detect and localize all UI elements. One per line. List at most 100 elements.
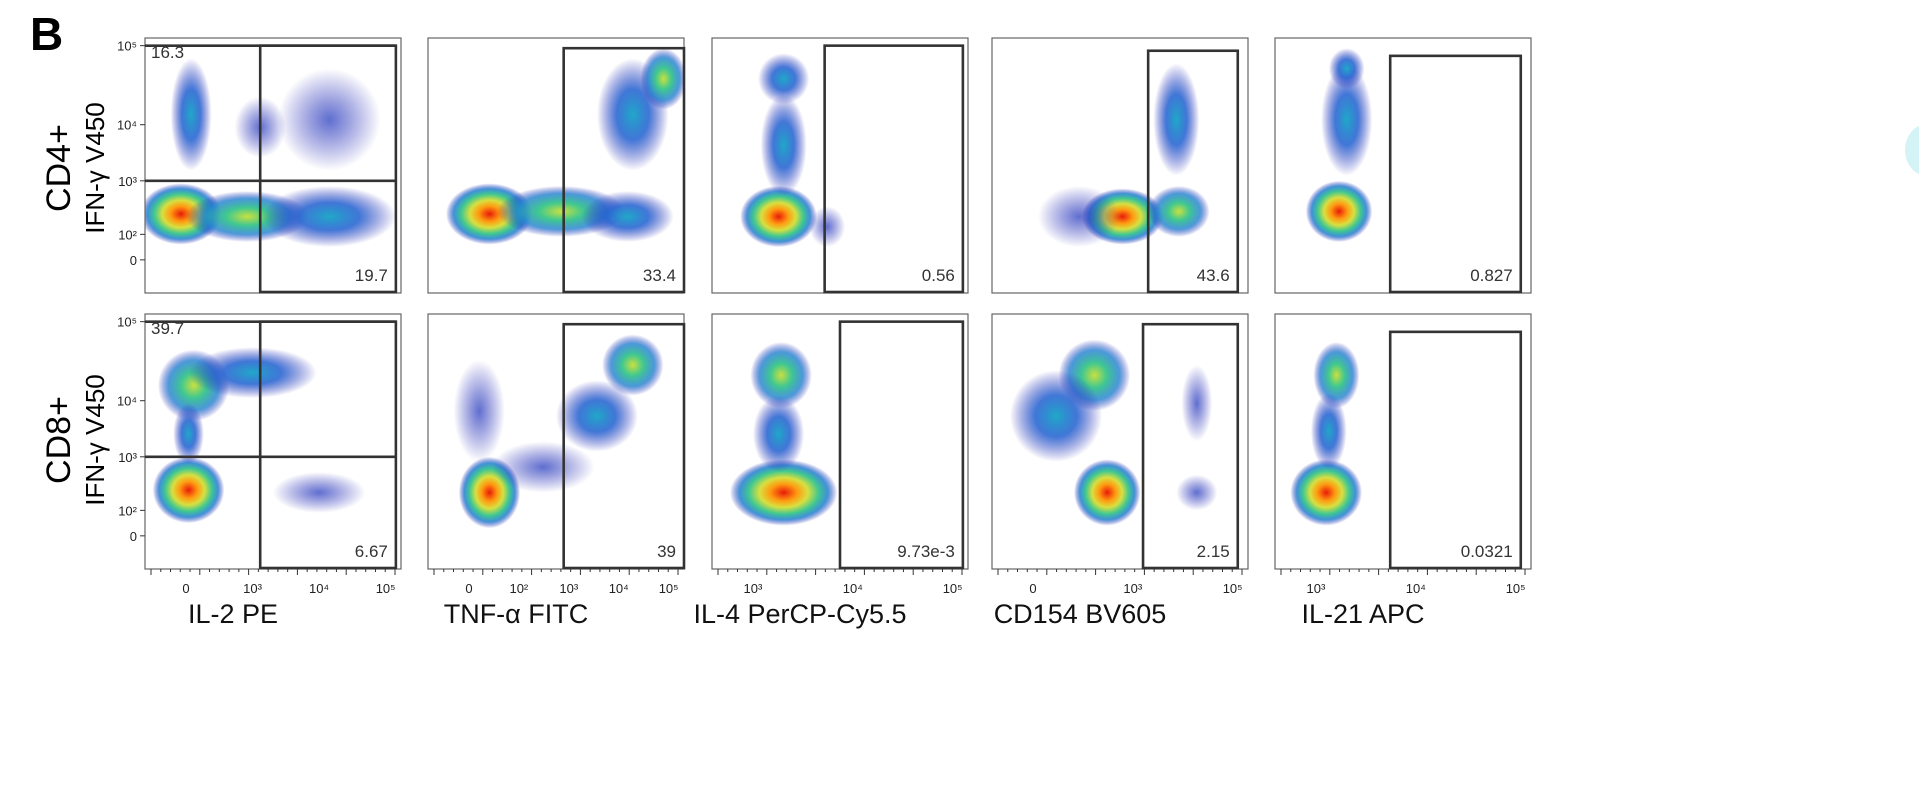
- x-tick-label: 10³: [744, 581, 763, 596]
- density-blob: [602, 334, 664, 396]
- scatter-panel: 0.827: [1274, 37, 1532, 294]
- gate-percentage: 19.7: [355, 266, 388, 285]
- density-cloud: [445, 48, 684, 245]
- y-tick-label: 10³: [118, 174, 137, 189]
- x-tick-label: 10⁴: [843, 581, 863, 596]
- x-axis-label: IL-4 PerCP-Cy5.5: [693, 599, 906, 629]
- gate-percentage: 39: [657, 542, 676, 561]
- plot-frame: [991, 37, 1249, 294]
- x-tick-label: 10⁵: [659, 581, 679, 596]
- x-tick-label: 10³: [243, 581, 262, 596]
- scatter-panel: 0.0321 10³ 10⁴ 10⁵ IL-21 APC: [1274, 313, 1532, 629]
- gate-box: [838, 320, 965, 570]
- x-tick-label: 10⁴: [609, 581, 629, 596]
- y-tick-label: 10⁵: [117, 315, 137, 330]
- density-cloud: [453, 334, 664, 529]
- density-blob: [188, 347, 317, 399]
- x-tick-label: 10²: [509, 581, 528, 596]
- density-blob: [556, 380, 638, 452]
- scatter-panel: 0.56: [711, 37, 969, 294]
- density-blob: [453, 359, 505, 462]
- density-blob: [1290, 459, 1363, 526]
- scatter-panel: 39 0 10² 10³ 10⁴ 10⁵ TNF-α FITC: [427, 313, 686, 629]
- x-axis-label: CD154 BV605: [994, 599, 1167, 629]
- gate-box: [1388, 330, 1523, 570]
- density-blob: [758, 53, 810, 105]
- density-cloud: [145, 58, 396, 248]
- density-blob: [278, 68, 381, 171]
- y-tick-label: 10²: [118, 503, 137, 518]
- density-blob: [640, 48, 684, 110]
- density-blob: [1176, 474, 1218, 511]
- y-tick-label: 0: [130, 529, 137, 544]
- x-tick-label: 10⁵: [376, 581, 396, 596]
- decorative-circle: [1905, 125, 1919, 175]
- y-tick-label: 10⁴: [117, 394, 137, 409]
- density-cloud: [740, 53, 846, 248]
- gate-percentage: 0.56: [922, 266, 955, 285]
- density-blob: [1321, 63, 1373, 176]
- density-blob: [1305, 180, 1373, 242]
- density-blob: [729, 459, 838, 526]
- density-blob: [581, 191, 674, 242]
- density-blob: [1181, 365, 1213, 442]
- y-axis-label-row2: IFN-γ V450: [80, 374, 110, 506]
- x-axis-label: TNF-α FITC: [444, 599, 589, 629]
- gate-percentage: 6.67: [355, 542, 388, 561]
- density-blob: [1038, 185, 1121, 248]
- x-tick-label: 10⁵: [943, 581, 963, 596]
- plot-frame: [991, 313, 1249, 570]
- plot-frame: [711, 37, 969, 294]
- density-blob: [750, 342, 812, 409]
- row-label-cd8: CD8+: [40, 396, 78, 484]
- density-blob: [1073, 459, 1141, 526]
- gate-box: [1146, 49, 1240, 294]
- gate-box: [562, 46, 686, 294]
- density-blob: [809, 206, 846, 248]
- x-tick-label: 10⁴: [309, 581, 329, 596]
- density-blob: [740, 185, 817, 248]
- x-tick-label: 10⁵: [1223, 581, 1243, 596]
- gate-box: [1388, 54, 1523, 294]
- gate-percentage: 2.15: [1197, 542, 1230, 561]
- density-blob: [262, 185, 396, 248]
- y-tick-label: 10⁴: [117, 118, 137, 133]
- density-blob: [1009, 370, 1103, 462]
- plot-frame: [1274, 37, 1532, 294]
- gate-percentage: 33.4: [643, 266, 676, 285]
- density-blob: [1313, 342, 1360, 409]
- density-cloud: [1305, 48, 1373, 242]
- scatter-panel: 33.4: [427, 37, 686, 294]
- y-tick-label: 10³: [118, 450, 137, 465]
- density-cloud: [729, 342, 838, 526]
- density-cloud: [1038, 63, 1210, 248]
- density-blob: [170, 58, 212, 171]
- x-tick-label: 10⁴: [1406, 581, 1426, 596]
- gate-percentage: 39.7: [151, 319, 184, 338]
- x-tick-label: 0: [182, 581, 189, 596]
- density-blob: [152, 456, 225, 524]
- scatter-panel: 39.7 6.67 10⁵ 10⁴ 10³ 10² 0 0 10³ 10⁴ 10⁵ IL-2 PE: [117, 313, 402, 629]
- density-blob: [1310, 393, 1347, 470]
- x-tick-label: 10⁵: [1506, 581, 1526, 596]
- scatter-panel: 16.3 19.7 10⁵ 10⁴ 10³ 10² 0: [117, 37, 402, 294]
- y-tick-label: 0: [130, 253, 137, 268]
- x-tick-label: 10³: [1123, 581, 1142, 596]
- density-blob: [1148, 185, 1210, 237]
- x-tick-label: 0: [1029, 581, 1036, 596]
- x-tick-label: 10³: [559, 581, 578, 596]
- x-axis-label: IL-21 APC: [1301, 599, 1424, 629]
- x-tick-label: 10³: [1307, 581, 1326, 596]
- row-label-cd4: CD4+: [40, 124, 78, 212]
- density-blob: [760, 94, 807, 197]
- scatter-panel: 9.73e-3 10³ 10⁴ 10⁵ IL-4 PerCP-Cy5.5: [693, 313, 969, 629]
- density-cloud: [1009, 339, 1218, 526]
- scatter-panel: 43.6: [991, 37, 1249, 294]
- gate-percentage: 9.73e-3: [897, 542, 955, 561]
- gate-percentage: 43.6: [1197, 266, 1230, 285]
- y-axis-label-row1: IFN-γ V450: [80, 102, 110, 234]
- y-tick-label: 10⁵: [117, 39, 137, 54]
- density-cloud: [152, 347, 366, 524]
- density-blob: [1328, 48, 1365, 89]
